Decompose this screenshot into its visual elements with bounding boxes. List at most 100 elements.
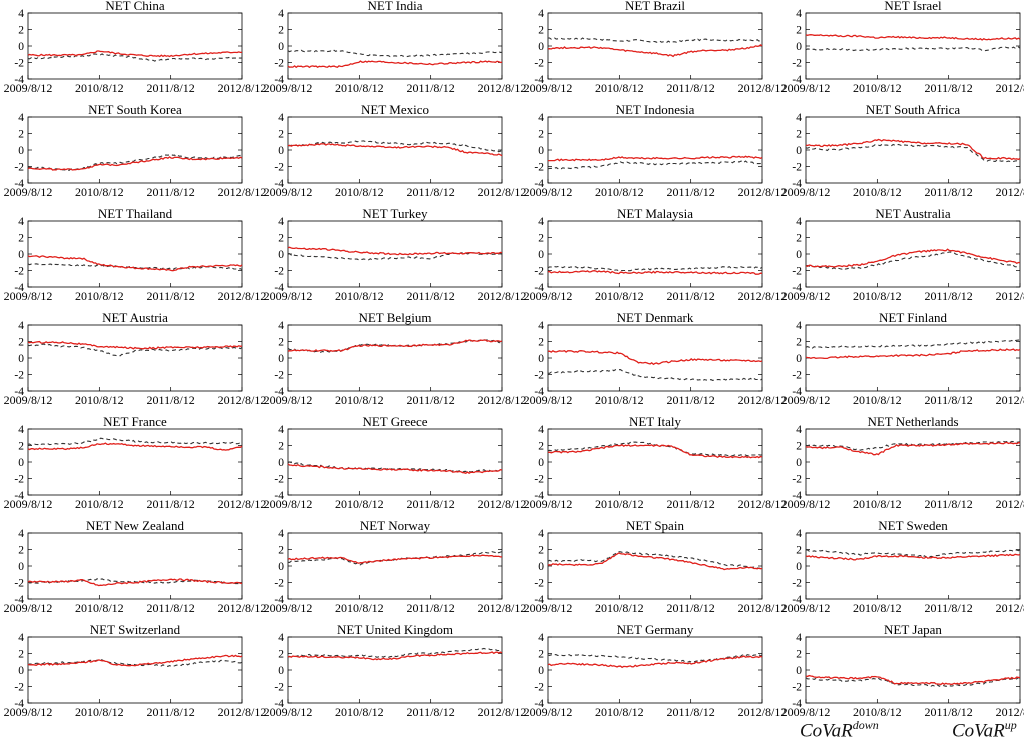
y-tick-label: -2 [14, 578, 24, 590]
y-tick-label: -2 [534, 578, 544, 590]
x-tick-label: 2010/8/12 [595, 497, 644, 511]
y-tick-label: 2 [278, 337, 284, 349]
x-tick-label: 2010/8/12 [75, 393, 124, 407]
y-tick-label: 2 [278, 441, 284, 453]
legend-label-up: CoVaRup [952, 718, 1017, 742]
plot-frame [805, 428, 1021, 496]
y-tick-label: -2 [792, 578, 802, 590]
plot-frame [805, 220, 1021, 288]
panel-title: NET Italy [629, 414, 682, 429]
plot-frame [287, 116, 503, 184]
x-tick-label: 2010/8/12 [335, 705, 384, 719]
x-tick-label: 2009/8/12 [264, 705, 313, 719]
series-line-up [287, 143, 503, 157]
series-line-down [805, 143, 1021, 163]
y-tick-label: 2 [18, 337, 24, 349]
y-tick-label: 0 [18, 41, 24, 53]
x-tick-label: 2009/8/12 [264, 185, 313, 199]
y-tick-label: 0 [538, 353, 544, 365]
x-tick-label: 2011/8/12 [147, 705, 195, 719]
y-tick-label: 0 [538, 457, 544, 469]
y-tick-label: -2 [14, 266, 24, 278]
x-tick-label: 2012/8/12 [478, 185, 527, 199]
panel-title: NET Turkey [362, 206, 428, 221]
series-line-up [547, 655, 763, 669]
x-tick-label: 2009/8/12 [782, 185, 831, 199]
series-line-up [805, 553, 1021, 561]
y-tick-label: 2 [278, 25, 284, 37]
series-line-up [805, 34, 1021, 41]
y-tick-label: 0 [538, 561, 544, 573]
y-tick-label: 0 [18, 561, 24, 573]
x-tick-label: 2009/8/12 [524, 289, 573, 303]
x-tick-label: 2011/8/12 [667, 289, 715, 303]
panel-title: NET South Africa [866, 102, 961, 117]
y-tick-label: 0 [796, 353, 802, 365]
y-tick-label: 0 [796, 249, 802, 261]
panel-title: NET Austria [102, 310, 168, 325]
y-tick-label: 4 [18, 216, 24, 228]
x-tick-label: 2009/8/12 [264, 601, 313, 615]
x-tick-label: 2010/8/12 [75, 289, 124, 303]
x-tick-label: 2011/8/12 [407, 705, 455, 719]
plot-frame [287, 324, 503, 392]
series-line-down [287, 49, 503, 58]
y-tick-label: 2 [18, 233, 24, 245]
x-tick-label: 2010/8/12 [75, 81, 124, 95]
x-tick-label: 2009/8/12 [4, 81, 53, 95]
x-tick-label: 2009/8/12 [264, 81, 313, 95]
x-tick-label: 2009/8/12 [782, 497, 831, 511]
y-tick-label: -4 [534, 698, 544, 710]
x-tick-label: 2009/8/12 [524, 185, 573, 199]
y-tick-label: 0 [278, 561, 284, 573]
y-tick-label: -2 [534, 474, 544, 486]
y-tick-label: 4 [278, 216, 284, 228]
x-tick-label: 2010/8/12 [595, 705, 644, 719]
plot-frame [547, 220, 763, 288]
y-tick-label: -2 [14, 370, 24, 382]
y-tick-label: -2 [14, 58, 24, 70]
x-tick-label: 2012/8/12 [996, 289, 1024, 303]
x-tick-label: 2012/8/12 [996, 497, 1024, 511]
y-tick-label: 0 [278, 41, 284, 53]
x-tick-label: 2009/8/12 [524, 81, 573, 95]
y-tick-label: -4 [792, 178, 802, 190]
y-tick-label: -4 [14, 386, 24, 398]
series-line-down [805, 677, 1021, 688]
panel-title: NET Sweden [878, 518, 948, 533]
y-tick-label: -4 [14, 74, 24, 86]
series-line-down [27, 343, 243, 357]
y-tick-label: -4 [792, 698, 802, 710]
series-line-up [27, 654, 243, 667]
y-tick-label: -2 [792, 370, 802, 382]
y-tick-label: -4 [792, 74, 802, 86]
x-tick-label: 2011/8/12 [147, 289, 195, 303]
x-tick-label: 2012/8/12 [738, 185, 787, 199]
series-line-up [287, 60, 503, 69]
series-line-up [287, 554, 502, 564]
x-tick-label: 2010/8/12 [595, 81, 644, 95]
x-tick-label: 2011/8/12 [925, 393, 973, 407]
plot-frame [805, 116, 1021, 184]
y-tick-label: 0 [796, 665, 802, 677]
y-tick-label: 4 [18, 8, 24, 20]
series-line-up [287, 463, 503, 475]
plot-frame [547, 532, 763, 600]
y-tick-label: 4 [278, 424, 284, 436]
x-tick-label: 2009/8/12 [4, 393, 53, 407]
y-tick-label: 0 [796, 145, 802, 157]
y-tick-label: 4 [18, 320, 24, 332]
x-tick-label: 2011/8/12 [667, 601, 715, 615]
y-tick-label: 0 [18, 249, 24, 261]
x-tick-label: 2011/8/12 [407, 289, 455, 303]
x-tick-label: 2010/8/12 [595, 185, 644, 199]
panel-title: NET Brazil [625, 0, 685, 13]
